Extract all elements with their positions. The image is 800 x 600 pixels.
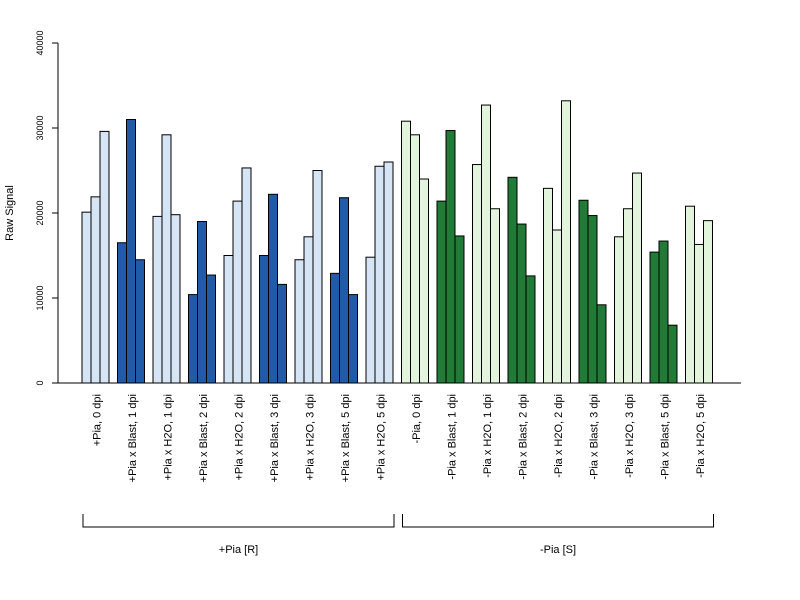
bar (259, 255, 269, 384)
bar (410, 134, 420, 384)
bar (525, 275, 536, 384)
y-axis-title: Raw Signal (4, 185, 16, 241)
bar (472, 164, 482, 384)
x-tick-label: -Pia x H2O, 3 dpi (624, 394, 636, 478)
x-tick-label: +Pia x H2O, 3 dpi (305, 394, 317, 481)
x-tick-label: -Pia x H2O, 2 dpi (553, 394, 565, 478)
x-tick-label: +Pia, 0 dpi (92, 394, 104, 446)
y-tick-label: 10000 (35, 285, 45, 310)
bar (312, 170, 323, 384)
x-tick-label: -Pia x Blast, 5 dpi (660, 394, 672, 480)
bar (188, 294, 198, 384)
bar (365, 256, 376, 384)
bar (152, 215, 163, 384)
x-tick-label: -Pia, 0 dpi (411, 394, 423, 444)
bar (445, 130, 456, 384)
y-tick-label: 20000 (35, 200, 45, 225)
bar (481, 104, 491, 384)
bar (552, 229, 562, 384)
bar (135, 259, 145, 384)
bar (614, 236, 624, 384)
bar (303, 236, 314, 384)
bar (516, 223, 527, 384)
bar (543, 187, 553, 384)
bar (99, 130, 110, 384)
x-tick-label: +Pia x Blast, 2 dpi (198, 394, 210, 482)
bar (206, 274, 216, 384)
bar (658, 240, 669, 384)
bar (436, 200, 447, 384)
bar (490, 208, 500, 384)
bar (241, 167, 252, 384)
x-tick-label: +Pia x H2O, 1 dpi (163, 394, 175, 481)
x-tick-label: +Pia x H2O, 2 dpi (234, 394, 246, 481)
y-tick-label: 0 (35, 380, 45, 385)
bars (58, 100, 741, 384)
bar (170, 214, 181, 384)
bar (339, 197, 349, 384)
bar (454, 235, 465, 384)
bar (561, 100, 571, 384)
group-brackets: +Pia [R] -Pia [S] (82, 514, 714, 556)
bar (401, 120, 411, 384)
x-tick-label: -Pia x Blast, 3 dpi (589, 394, 601, 480)
group-label: -Pia [S] (540, 544, 576, 556)
group-bracket (82, 514, 395, 528)
bar (232, 200, 243, 384)
bar (126, 119, 136, 384)
bar (277, 283, 287, 384)
bar (596, 304, 607, 384)
x-tick-label: -Pia x H2O, 5 dpi (695, 394, 707, 478)
bar (587, 215, 598, 384)
x-tick-label: +Pia x H2O, 5 dpi (376, 394, 388, 481)
bar (294, 259, 305, 384)
x-tick-label: -Pia x Blast, 2 dpi (518, 394, 530, 480)
y-tick-label: 30000 (35, 115, 45, 140)
bar (117, 242, 127, 384)
bar (330, 272, 340, 384)
x-tick-label: +Pia x Blast, 5 dpi (340, 394, 352, 482)
x-tick-label: +Pia x Blast, 3 dpi (269, 394, 281, 482)
bar (667, 324, 678, 384)
y-tick-label: 40000 (35, 30, 45, 55)
bar (507, 176, 518, 384)
bar (578, 199, 589, 384)
bar (223, 255, 234, 384)
x-tick-label: -Pia x Blast, 1 dpi (447, 394, 459, 480)
bar (161, 134, 172, 384)
bar (694, 243, 704, 384)
bar (623, 208, 633, 384)
bar (197, 221, 207, 384)
bar (649, 251, 660, 384)
bar (348, 294, 358, 384)
group-bracket (402, 514, 714, 528)
bar (374, 165, 385, 384)
bar (383, 161, 394, 384)
group-label: +Pia [R] (219, 544, 258, 556)
bar (419, 178, 429, 384)
x-axis-labels: +Pia, 0 dpi +Pia x Blast, 1 dpi +Pia x H2O… (92, 394, 708, 482)
bar (632, 172, 642, 384)
bar (268, 193, 278, 384)
bar (90, 196, 101, 384)
bar (685, 205, 695, 384)
bar (81, 211, 92, 384)
bar (703, 220, 713, 384)
y-axis: 0 10000 20000 30000 40000 (35, 30, 59, 386)
x-tick-label: +Pia x Blast, 1 dpi (127, 394, 139, 482)
x-tick-label: -Pia x H2O, 1 dpi (482, 394, 494, 478)
